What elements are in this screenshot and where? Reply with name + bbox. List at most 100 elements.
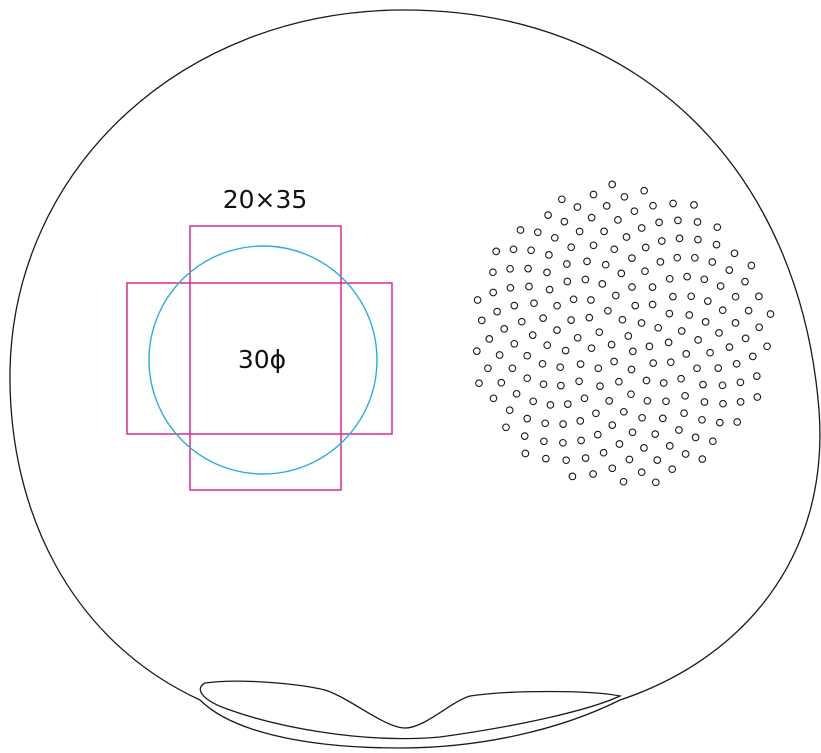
hole: [523, 414, 532, 423]
hole: [753, 393, 762, 401]
hole: [497, 378, 506, 387]
hole: [744, 306, 753, 315]
hole: [607, 340, 616, 349]
hole: [506, 283, 515, 292]
hole: [528, 331, 537, 339]
hole: [605, 397, 614, 405]
hole: [489, 288, 498, 297]
hole: [563, 260, 571, 268]
hole: [638, 413, 646, 422]
hole: [719, 399, 727, 408]
hole: [648, 300, 657, 309]
hole: [673, 253, 682, 262]
hole: [755, 323, 764, 332]
hole: [608, 180, 617, 189]
outer-outline: [9, 9, 821, 749]
hole: [725, 266, 734, 274]
hole: [630, 207, 639, 216]
hole: [694, 235, 702, 244]
hole: [668, 465, 677, 474]
hole: [594, 364, 603, 373]
hole: [615, 440, 624, 448]
hole: [693, 364, 701, 373]
hole: [654, 323, 663, 332]
hole: [715, 329, 723, 337]
hole: [475, 379, 483, 388]
hole: [651, 430, 660, 438]
hole: [610, 245, 619, 254]
hole: [648, 283, 657, 291]
hole: [681, 450, 690, 458]
hole: [640, 186, 649, 195]
hole: [677, 327, 686, 335]
hole: [517, 317, 526, 326]
hole: [506, 264, 514, 273]
hole: [637, 468, 646, 477]
hole: [592, 409, 600, 418]
hole: [580, 394, 589, 403]
hole: [716, 282, 725, 290]
hole: [736, 398, 745, 406]
hole: [545, 285, 554, 294]
hole: [544, 211, 552, 219]
hole: [502, 423, 510, 432]
hole: [575, 377, 583, 386]
hole: [509, 245, 518, 254]
hole: [602, 202, 611, 210]
hole: [642, 376, 651, 385]
hole: [620, 192, 629, 201]
hole: [700, 275, 709, 284]
hole: [587, 344, 596, 353]
hole: [674, 216, 682, 225]
hole: [539, 314, 547, 322]
hole: [628, 283, 636, 291]
wide-rectangle: [126, 282, 393, 435]
hole: [587, 296, 595, 304]
hole: [665, 309, 674, 318]
hole: [637, 319, 646, 327]
hole: [731, 292, 740, 301]
diameter-circle: [148, 245, 378, 475]
hole: [615, 377, 623, 386]
hole: [484, 364, 492, 373]
hole: [573, 203, 582, 211]
hole: [755, 292, 763, 301]
hole: [752, 372, 761, 380]
hole: [473, 296, 482, 304]
hole: [492, 247, 501, 256]
hole: [725, 343, 734, 351]
hole: [510, 339, 519, 348]
hole: [520, 432, 529, 440]
hole: [560, 217, 569, 226]
hole: [575, 227, 584, 236]
hole: [489, 394, 498, 403]
hole: [523, 374, 532, 383]
hole: [681, 391, 689, 400]
hole: [641, 243, 650, 252]
hole: [593, 430, 602, 439]
hole: [666, 358, 675, 367]
hole: [619, 407, 628, 416]
hole: [595, 328, 604, 337]
hole: [682, 350, 691, 358]
hole: [747, 261, 756, 270]
hole: [608, 421, 617, 429]
hole: [587, 213, 596, 222]
hole: [530, 299, 538, 308]
hole: [557, 195, 566, 204]
hole: [741, 277, 749, 286]
hole: [577, 436, 585, 445]
hole: [733, 418, 742, 426]
hole: [539, 380, 548, 389]
hole: [736, 378, 745, 387]
hole: [631, 301, 640, 310]
hole: [675, 234, 684, 243]
hole: [493, 307, 501, 316]
hole: [622, 233, 631, 241]
hole: [628, 254, 636, 262]
hole: [576, 360, 585, 368]
hole: [516, 226, 525, 234]
hole: [589, 470, 597, 478]
hole: [640, 444, 648, 452]
